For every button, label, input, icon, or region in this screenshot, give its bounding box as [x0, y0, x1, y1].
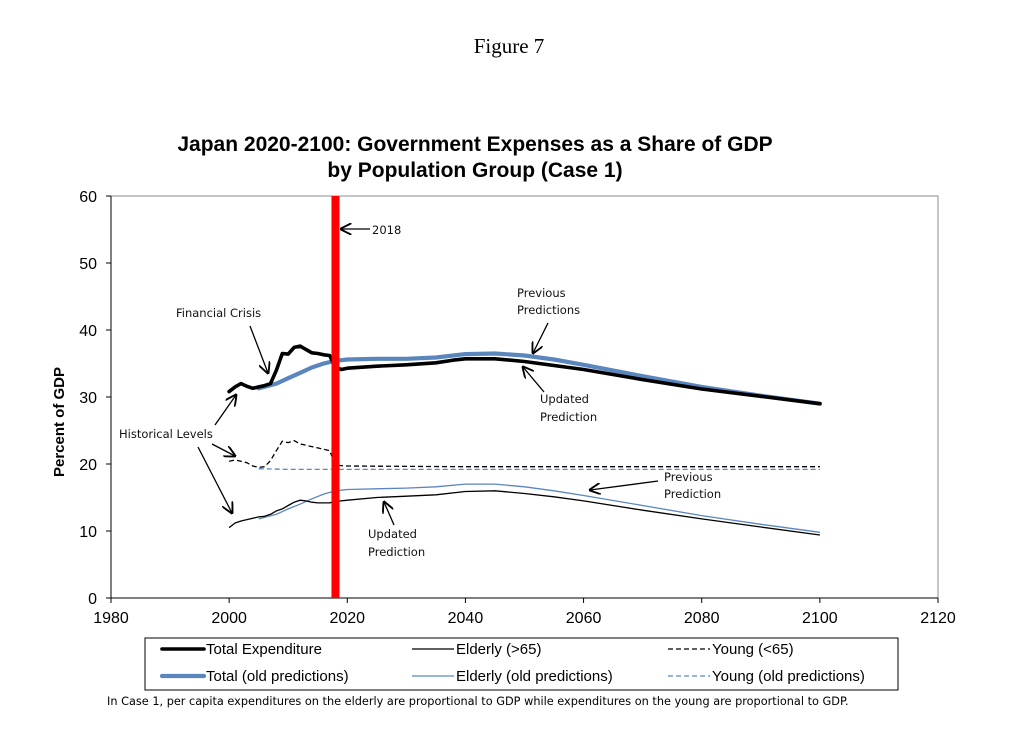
annotation-previous-predictions-arrow [533, 322, 549, 353]
y-tick-label: 60 [79, 189, 97, 206]
y-tick-label: 50 [79, 256, 97, 273]
x-tick-label: 2120 [920, 610, 956, 627]
legend: Total Expenditure Elderly (>65) Young (<65… [144, 637, 899, 691]
y-tick-label: 0 [88, 591, 97, 608]
x-tick-label: 2040 [448, 610, 484, 627]
footnote: In Case 1, per capita expenditures on th… [107, 695, 849, 708]
annotation-updated-prediction-elderly-line-1: Updated [368, 527, 417, 541]
y-tick-label: 40 [79, 323, 97, 340]
annotation-historical-levels: Historical Levels [119, 427, 213, 441]
annotation-updated-prediction-line-2: Prediction [540, 410, 597, 424]
plot-area: 0 10 20 30 40 50 60 1980 2000 2020 2040 2060 2080 210… [79, 189, 956, 627]
series-line-total-old-predictions [256, 351, 822, 406]
legend-label-elderly-65: Elderly (>65) [456, 641, 541, 658]
legend-label-total-old-predictions: Total (old predictions) [206, 668, 349, 685]
y-tick-label: 20 [79, 457, 97, 474]
legend-label-young-old-predictions: Young (old predictions) [712, 668, 865, 685]
legend-label-young-65: Young (<65) [712, 641, 794, 658]
x-tick-label: 1980 [93, 610, 129, 627]
series-line-young-old-predictions [258, 468, 820, 471]
legend-label-elderly-old-predictions: Elderly (old predictions) [456, 668, 613, 685]
x-tick-label: 2020 [329, 610, 365, 627]
series-line-elderly-old-predictions [258, 483, 820, 533]
y-axis-label: Percent of GDP [51, 367, 68, 477]
legend-label-total-expenditure: Total Expenditure [206, 641, 322, 658]
annotation-historical-levels-arrow-total [214, 395, 236, 426]
annotation-historical-levels-arrow-elderly [197, 446, 232, 513]
annotation-previous-prediction-elderly-arrow [590, 480, 659, 490]
annotations: 2018 Financial Crisis Historical Levels Pre… [119, 223, 721, 559]
annotation-previous-prediction-elderly-line-2: Prediction [664, 487, 721, 501]
annotation-updated-prediction-line-1: Updated [540, 392, 589, 406]
annotation-previous-predictions-line-1: Previous [517, 286, 566, 300]
annotation-updated-prediction-elderly-arrow [384, 502, 395, 526]
legend-box [144, 637, 899, 691]
y-tick-label: 30 [79, 390, 97, 407]
x-tick-label: 2100 [802, 610, 838, 627]
marker-2018-label: 2018 [372, 223, 401, 237]
series-line-young-65 [228, 439, 820, 469]
annotation-updated-prediction-elderly-line-2: Prediction [368, 545, 425, 559]
annotation-historical-levels-arrow-young [211, 443, 235, 456]
x-tick-label: 2000 [211, 610, 247, 627]
series-line-total-expenditure [227, 344, 822, 406]
chart-title-line-2: by Population Group (Case 1) [327, 159, 622, 182]
chart-title-line-1: Japan 2020-2100: Government Expenses as … [177, 133, 772, 156]
series-line-elderly-65 [228, 490, 820, 536]
x-tick-label: 2080 [684, 610, 720, 627]
figure-caption: Figure 7 [473, 34, 545, 58]
annotation-financial-crisis: Financial Crisis [176, 306, 261, 320]
annotation-previous-prediction-elderly-line-1: Previous [664, 470, 713, 484]
x-tick-label: 2060 [566, 610, 602, 627]
y-tick-label: 10 [79, 524, 97, 541]
annotation-financial-crisis-arrow [249, 325, 268, 373]
annotation-updated-prediction-arrow [523, 367, 545, 393]
marker-2018-bar [331, 196, 340, 598]
annotation-previous-predictions-line-2: Predictions [517, 303, 580, 317]
